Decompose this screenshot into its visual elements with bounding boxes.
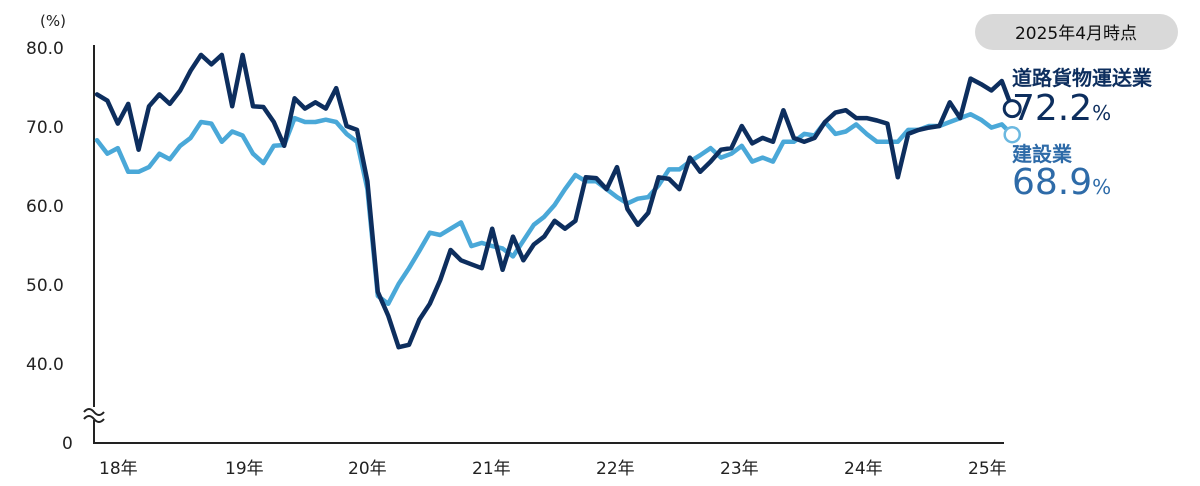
series-line-construction [94, 111, 1015, 307]
value-label-construction: 68.9% [1012, 162, 1111, 203]
series-label-construction: 建設業 [1012, 142, 1073, 166]
y-tick-0: 0 [62, 434, 73, 454]
x-tick-24: 24年 [844, 459, 883, 479]
series-label-road-freight: 道路貨物運送業 [1012, 66, 1153, 90]
y-tick-80: 80.0 [26, 39, 64, 59]
as-of-badge-text: 2025年4月時点 [1015, 24, 1137, 44]
x-tick-22: 22年 [596, 459, 635, 479]
endpoint-marker-road-freight [1002, 99, 1022, 119]
value-label-road-freight: 72.2% [1012, 88, 1111, 129]
x-tick-18: 18年 [99, 459, 138, 479]
as-of-badge-background [975, 14, 1178, 50]
x-tick-19: 19年 [225, 459, 264, 479]
x-tick-20: 20年 [348, 459, 387, 479]
value-unit-construction: % [1092, 175, 1111, 199]
axis-break-icon [83, 408, 105, 423]
x-tick-labels: 18年 19年 20年 21年 22年 23年 24年 25年 [99, 459, 1007, 479]
x-tick-21: 21年 [472, 459, 511, 479]
series-line-road-freight [94, 52, 1015, 350]
x-tick-23: 23年 [720, 459, 759, 479]
y-tick-60: 60.0 [26, 197, 64, 217]
y-unit-label: (%) [40, 12, 66, 30]
y-tick-40: 40.0 [26, 355, 64, 375]
x-tick-25: 25年 [968, 459, 1007, 479]
endpoint-marker-construction [1003, 125, 1021, 144]
y-tick-50: 50.0 [26, 276, 64, 296]
y-tick-labels: 80.0 70.0 60.0 50.0 40.0 0 [26, 39, 73, 454]
value-construction: 68.9 [1012, 162, 1092, 203]
value-road-freight: 72.2 [1012, 88, 1092, 129]
y-tick-70: 70.0 [26, 118, 64, 138]
as-of-badge: 2025年4月時点 [975, 14, 1178, 50]
value-unit-road-freight: % [1092, 101, 1111, 125]
